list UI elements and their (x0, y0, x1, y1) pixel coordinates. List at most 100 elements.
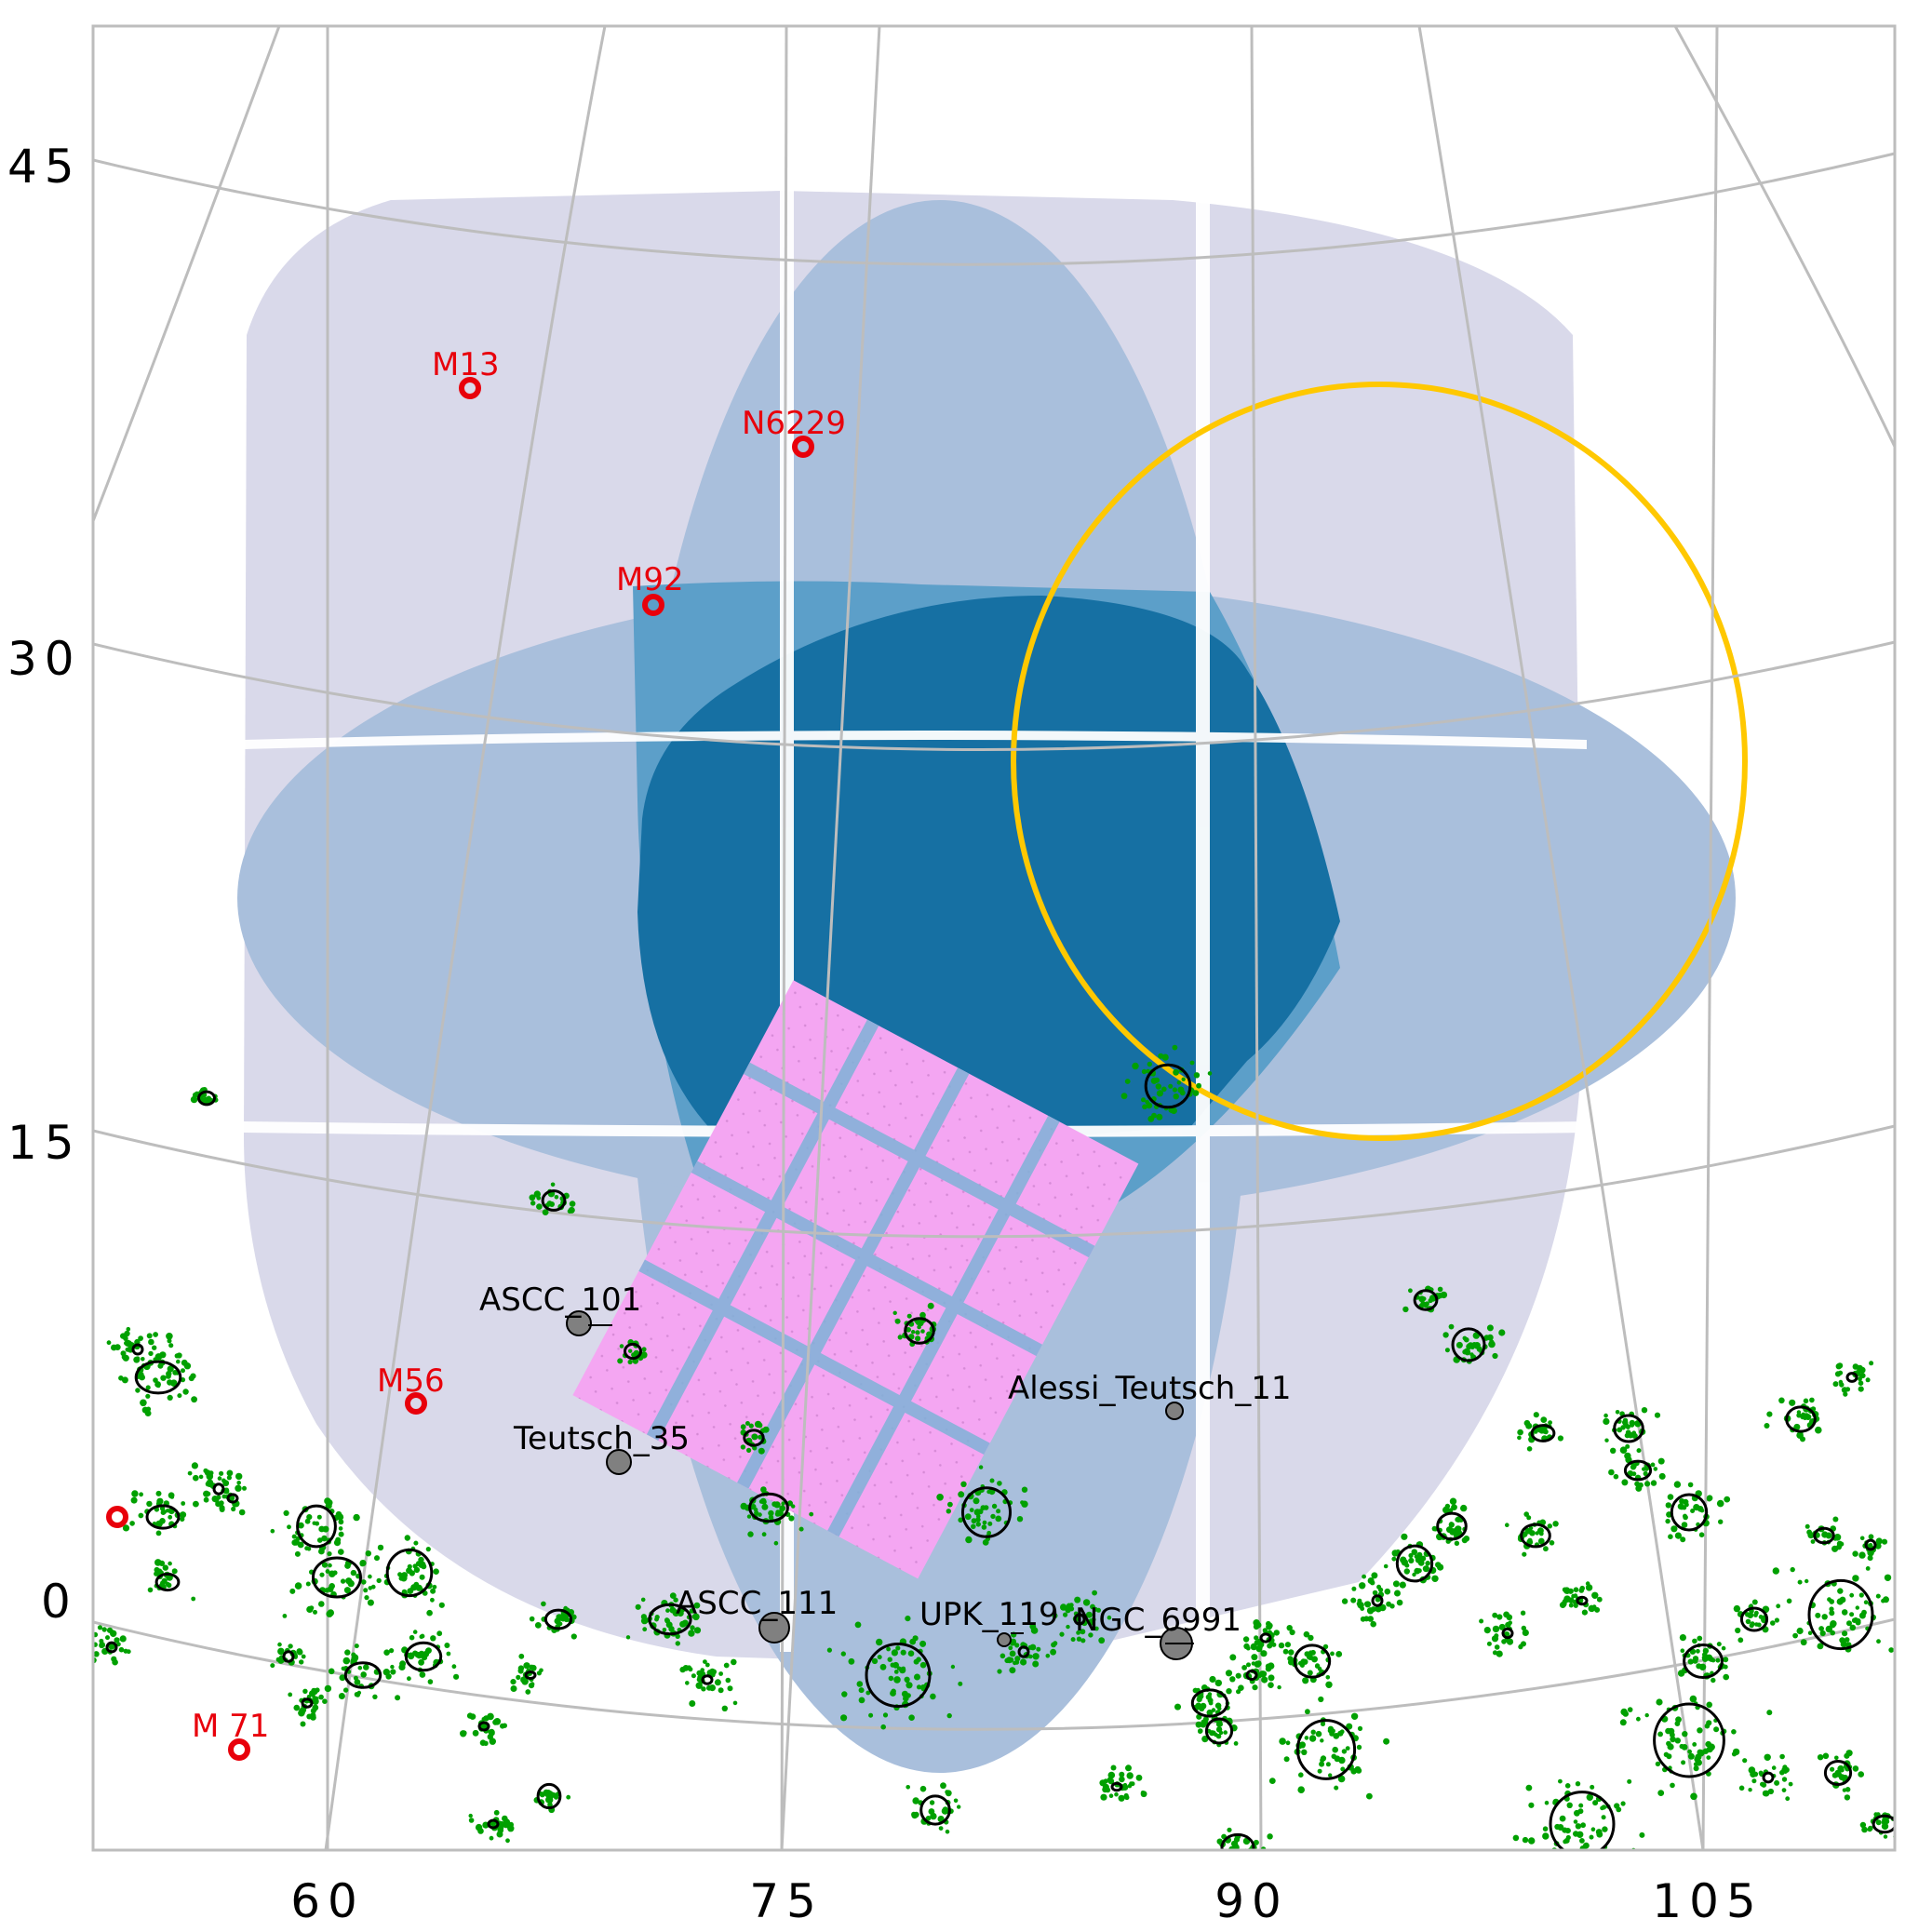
member-star (176, 1359, 181, 1364)
member-star (118, 1375, 124, 1381)
member-star (905, 1678, 910, 1684)
member-star (1749, 1623, 1754, 1629)
member-star (283, 1509, 289, 1516)
member-star (1320, 1757, 1325, 1763)
member-star (1756, 1622, 1762, 1628)
member-star (997, 1481, 1002, 1486)
member-star (1232, 1855, 1237, 1859)
member-star (327, 1551, 332, 1557)
member-star (958, 1681, 963, 1686)
cluster-radius-ellipse (865, 1643, 932, 1708)
member-star (536, 1203, 543, 1210)
member-star (1564, 1828, 1571, 1834)
member-star (1834, 1769, 1842, 1777)
member-star (1858, 1551, 1866, 1559)
member-star (1425, 1561, 1430, 1566)
member-star (1207, 1692, 1213, 1697)
member-star (1045, 1653, 1051, 1658)
member-star (1289, 1629, 1295, 1636)
cluster-radius-ellipse (1872, 1814, 1895, 1834)
member-star (691, 1673, 696, 1679)
member-star (1492, 1612, 1498, 1618)
member-star (1636, 1448, 1642, 1454)
member-star (167, 1338, 172, 1344)
member-star (1108, 1793, 1114, 1798)
member-star (1810, 1539, 1816, 1544)
member-star (940, 1782, 946, 1790)
member-star (529, 1664, 535, 1670)
member-star (1249, 1862, 1254, 1868)
member-star (542, 1209, 549, 1215)
member-star (1239, 1854, 1245, 1860)
member-star (1844, 1637, 1850, 1643)
cluster-radius-ellipse (1807, 1578, 1874, 1651)
member-star (1737, 1637, 1744, 1644)
member-star (1170, 1107, 1177, 1115)
member-star (518, 1653, 525, 1659)
member-star (1679, 1634, 1686, 1642)
cluster-radius-ellipse (1623, 1459, 1653, 1482)
y-tick-label: 15 (7, 1116, 82, 1170)
member-star (122, 1524, 130, 1532)
member-star (1277, 1684, 1281, 1690)
member-star (1229, 1654, 1237, 1661)
member-star (1875, 1537, 1883, 1545)
cluster-radius-ellipse (105, 1641, 118, 1654)
member-star (1027, 1644, 1033, 1650)
member-star (477, 1828, 484, 1834)
member-star (1260, 1650, 1268, 1657)
member-star (328, 1563, 332, 1568)
member-star (1896, 1818, 1900, 1823)
member-star (919, 1661, 927, 1669)
member-star (779, 1505, 786, 1512)
cluster-radius-ellipse (1144, 1063, 1192, 1109)
member-star (332, 1570, 338, 1576)
member-star (1107, 1778, 1115, 1785)
member-star (111, 1656, 117, 1662)
member-star (1215, 1851, 1222, 1858)
member-star (418, 1658, 424, 1666)
member-star (1796, 1627, 1804, 1635)
member-star (1253, 1839, 1259, 1845)
member-star (1119, 1771, 1125, 1778)
member-star (1192, 1090, 1200, 1096)
member-star (182, 1389, 189, 1395)
member-star (907, 1650, 915, 1657)
member-star (357, 1665, 363, 1670)
member-star (1400, 1556, 1407, 1563)
member-star (958, 1517, 963, 1523)
member-star (995, 1515, 1002, 1523)
member-star (1827, 1597, 1831, 1603)
cluster-radius-ellipse (536, 1782, 562, 1810)
member-star (1840, 1641, 1847, 1648)
member-star (1156, 1090, 1163, 1097)
member-star (990, 1513, 996, 1520)
member-star (1900, 1839, 1905, 1844)
member-star (1020, 1500, 1025, 1505)
member-star (1283, 1756, 1290, 1763)
member-star (364, 1595, 369, 1601)
member-star (1517, 1429, 1523, 1436)
member-star (1333, 1733, 1340, 1739)
member-star (238, 1509, 246, 1516)
member-star (977, 1509, 984, 1515)
member-star (1657, 1731, 1663, 1737)
member-star (858, 1687, 865, 1694)
member-star (1538, 1531, 1544, 1536)
cluster-radius-ellipse (1785, 1405, 1817, 1433)
globular-cluster-markers: M13 N6229 M92 M56 M 71 (106, 346, 846, 1761)
member-star (1792, 1632, 1798, 1639)
member-star (1557, 1435, 1563, 1442)
member-star (397, 1572, 403, 1577)
member-star (554, 1618, 559, 1624)
member-star (328, 1668, 335, 1675)
member-star (554, 1195, 559, 1200)
member-star (1594, 1606, 1601, 1613)
member-star (235, 1484, 242, 1492)
member-star (191, 1396, 198, 1403)
member-star (745, 1421, 750, 1426)
member-star (1092, 1590, 1097, 1596)
member-star (1523, 1867, 1527, 1872)
member-star (1229, 1676, 1236, 1683)
member-star (1723, 1664, 1728, 1670)
